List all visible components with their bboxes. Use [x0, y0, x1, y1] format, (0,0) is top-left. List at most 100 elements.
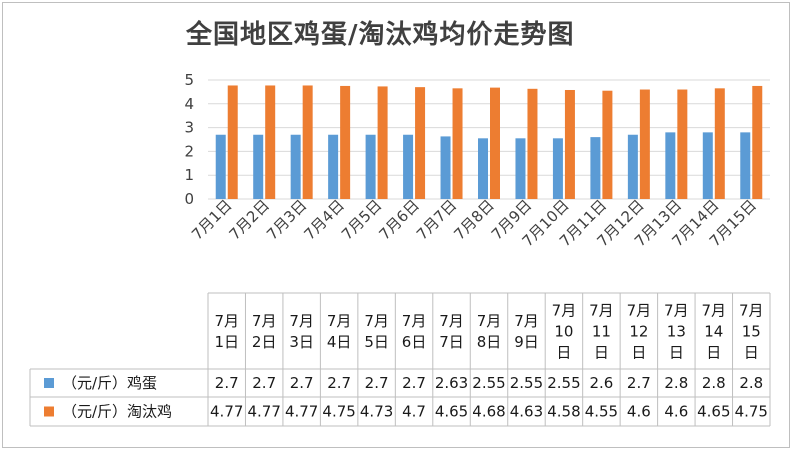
y-tick-label: 0: [184, 190, 194, 208]
table-header-text: 15: [742, 323, 761, 341]
table-header-text: 7月: [439, 312, 464, 330]
table-header-text: 日: [744, 344, 759, 362]
table-header-text: 10: [554, 323, 573, 341]
table-header-text: 11: [592, 323, 611, 341]
table-header-text: 日: [706, 344, 721, 362]
table-header-text: 7日: [439, 333, 464, 351]
bar-culled-hen: [265, 85, 276, 199]
table-header-text: 7月: [327, 312, 352, 330]
table-header-text: 日: [594, 344, 609, 362]
x-category-label: 7月4日: [301, 196, 348, 243]
x-category-label: 7月7日: [413, 196, 460, 243]
bar-culled-hen: [677, 89, 688, 199]
table-cell-value: 2.7: [252, 374, 276, 392]
bar-egg: [478, 138, 488, 199]
bar-egg: [665, 132, 676, 199]
chart-title: 全国地区鸡蛋/淘汰鸡均价走势图: [186, 20, 575, 50]
bar-culled-hen: [714, 88, 725, 199]
table-header-text: 7月: [514, 312, 539, 330]
bar-egg: [440, 136, 451, 199]
table-cell-value: 4.55: [585, 403, 618, 421]
y-tick-label: 2: [184, 142, 194, 160]
bar-egg: [253, 134, 264, 199]
bar-egg: [290, 134, 301, 199]
bar-egg: [627, 134, 638, 199]
table-header-text: 7月: [364, 312, 389, 330]
y-tick-label: 5: [184, 71, 194, 89]
table-cell-value: 4.75: [735, 403, 768, 421]
legend-swatch: [44, 378, 54, 388]
table-cell-value: 2.8: [739, 374, 763, 392]
table-header-text: 3日: [289, 333, 314, 351]
table-cell-value: 4.58: [547, 403, 580, 421]
table-header-text: 13: [667, 323, 686, 341]
table-cell-value: 2.55: [547, 374, 580, 392]
table-header-text: 7月: [289, 312, 314, 330]
table-cell-value: 4.63: [510, 403, 543, 421]
x-category-label: 7月2日: [226, 196, 273, 243]
y-tick-label: 1: [184, 166, 194, 184]
bar-egg: [590, 137, 601, 199]
table-header-text: 7月: [627, 302, 652, 320]
table-cell-value: 4.73: [360, 403, 393, 421]
bar-culled-hen: [752, 85, 763, 199]
table-cell-value: 4.65: [697, 403, 730, 421]
table-cell-value: 2.8: [664, 374, 688, 392]
bar-culled-hen: [377, 86, 388, 199]
x-category-label: 7月3日: [263, 196, 310, 243]
table-cell-value: 4.77: [247, 403, 280, 421]
bar-culled-hen: [639, 89, 650, 199]
table-header-text: 4日: [327, 333, 352, 351]
bar-culled-hen: [602, 90, 613, 199]
table-cell-value: 4.75: [322, 403, 355, 421]
table-cell-value: 2.7: [290, 374, 314, 392]
table-header-text: 7月: [402, 312, 427, 330]
table-header-text: 9日: [514, 333, 539, 351]
bar-egg: [515, 138, 526, 199]
bar-egg: [328, 134, 339, 199]
table-header-text: 7月: [252, 312, 277, 330]
table-cell-value: 2.63: [435, 374, 468, 392]
bar-egg: [740, 132, 751, 199]
table-cell-value: 4.6: [664, 403, 688, 421]
chart-frame: [2, 2, 790, 448]
table-header-text: 7月: [664, 302, 689, 320]
table-header-text: 2日: [252, 333, 277, 351]
bar-culled-hen: [452, 88, 463, 199]
legend-swatch: [44, 406, 54, 417]
bar-egg: [403, 134, 414, 199]
x-category-label: 7月1日: [188, 196, 235, 243]
table-header-text: 7月: [589, 302, 614, 320]
table-cell-value: 2.7: [215, 374, 239, 392]
table-header-text: 1日: [214, 333, 239, 351]
table-header-text: 14: [704, 323, 723, 341]
table-cell-value: 2.7: [365, 374, 389, 392]
table-cell-value: 2.55: [510, 374, 543, 392]
table-header-text: 7月: [702, 302, 727, 320]
table-cell-value: 4.77: [285, 403, 318, 421]
x-category-label: 7月6日: [375, 196, 422, 243]
bar-culled-hen: [490, 87, 500, 199]
x-category-label: 7月8日: [450, 196, 497, 243]
table-header-text: 7月: [477, 312, 502, 330]
bar-culled-hen: [415, 87, 426, 199]
table-header-text: 7月: [739, 302, 764, 320]
table-header-text: 日: [631, 344, 646, 362]
table-header-text: 6日: [402, 333, 427, 351]
table-cell-value: 2.55: [472, 374, 505, 392]
bar-egg: [702, 132, 713, 199]
table-header-text: 8日: [477, 333, 502, 351]
table-header-text: 7月: [214, 312, 239, 330]
series-name: （元/斤）淘汰鸡: [62, 403, 172, 421]
table-cell-value: 4.7: [402, 403, 426, 421]
table-cell-value: 2.8: [702, 374, 726, 392]
bar-egg: [552, 138, 563, 199]
table-header-text: 日: [556, 344, 571, 362]
table-header-text: 12: [629, 323, 648, 341]
bar-egg: [365, 134, 376, 199]
table-cell-value: 4.6: [627, 403, 651, 421]
table-cell-value: 4.65: [435, 403, 468, 421]
bar-culled-hen: [302, 85, 313, 199]
table-cell-value: 2.7: [327, 374, 351, 392]
